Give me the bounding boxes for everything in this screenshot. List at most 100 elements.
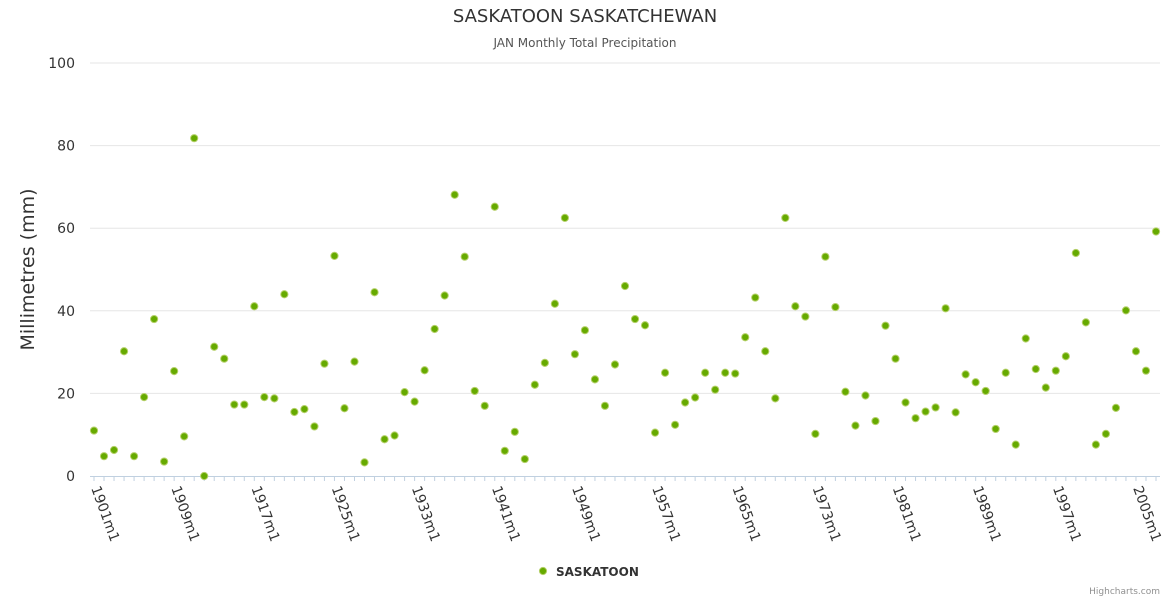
data-point[interactable] <box>570 350 580 359</box>
data-point[interactable] <box>941 304 950 313</box>
data-point[interactable] <box>360 458 369 467</box>
data-point[interactable] <box>380 435 389 444</box>
data-point[interactable] <box>1041 383 1050 392</box>
data-point[interactable] <box>951 408 960 417</box>
data-point[interactable] <box>811 429 820 438</box>
data-point[interactable] <box>560 213 569 222</box>
data-point[interactable] <box>670 420 680 429</box>
data-point[interactable] <box>220 354 229 363</box>
data-point[interactable] <box>300 404 309 414</box>
data-point[interactable] <box>1131 347 1141 356</box>
data-point[interactable] <box>871 416 880 426</box>
data-point[interactable] <box>851 421 860 430</box>
data-point[interactable] <box>370 288 379 297</box>
data-point[interactable] <box>1081 318 1090 327</box>
data-point[interactable] <box>911 414 920 423</box>
data-point[interactable] <box>691 393 700 402</box>
data-point[interactable] <box>200 471 209 481</box>
data-point[interactable] <box>1111 403 1121 412</box>
data-point[interactable] <box>881 321 890 330</box>
data-point[interactable] <box>981 386 990 396</box>
data-point[interactable] <box>971 378 980 387</box>
data-point[interactable] <box>350 357 359 366</box>
data-point[interactable] <box>991 424 1000 434</box>
data-point[interactable] <box>771 394 780 403</box>
data-point[interactable] <box>460 252 469 261</box>
data-point[interactable] <box>530 380 539 389</box>
data-point[interactable] <box>650 428 660 437</box>
data-point[interactable] <box>1001 368 1010 377</box>
data-point[interactable] <box>921 407 930 416</box>
data-point[interactable] <box>620 281 630 291</box>
data-point[interactable] <box>500 446 509 455</box>
data-point[interactable] <box>841 387 850 396</box>
data-point[interactable] <box>721 368 730 377</box>
data-point[interactable] <box>290 407 299 417</box>
data-point[interactable] <box>470 386 479 396</box>
data-point[interactable] <box>99 452 109 461</box>
data-point[interactable] <box>761 347 770 356</box>
data-point[interactable] <box>640 321 650 330</box>
data-point[interactable] <box>931 403 940 412</box>
data-point[interactable] <box>1021 334 1030 343</box>
data-point[interactable] <box>681 398 690 407</box>
data-point[interactable] <box>1091 440 1100 449</box>
data-point[interactable] <box>590 375 600 384</box>
data-point[interactable] <box>1011 440 1020 449</box>
data-point[interactable] <box>210 342 219 351</box>
data-point[interactable] <box>731 369 740 378</box>
data-point[interactable] <box>781 213 790 222</box>
data-point[interactable] <box>600 401 610 410</box>
data-point[interactable] <box>1051 366 1060 375</box>
data-point[interactable] <box>139 393 149 402</box>
data-point[interactable] <box>450 190 459 199</box>
data-point[interactable] <box>160 457 169 466</box>
data-point[interactable] <box>260 393 269 402</box>
data-point[interactable] <box>1061 352 1070 361</box>
data-point[interactable] <box>190 134 199 143</box>
data-point[interactable] <box>320 359 329 368</box>
data-point[interactable] <box>901 398 910 407</box>
data-point[interactable] <box>480 401 489 410</box>
data-point[interactable] <box>520 454 529 464</box>
data-point[interactable] <box>440 291 449 300</box>
data-point[interactable] <box>1101 429 1111 438</box>
data-point[interactable] <box>891 354 900 363</box>
data-point[interactable] <box>240 400 249 409</box>
data-point[interactable] <box>550 299 559 308</box>
data-point[interactable] <box>330 251 339 260</box>
credits-link[interactable]: Highcharts.com <box>1089 587 1160 597</box>
data-point[interactable] <box>170 366 179 376</box>
data-point[interactable] <box>230 400 239 409</box>
data-point[interactable] <box>741 333 750 342</box>
data-point[interactable] <box>129 452 139 461</box>
data-point[interactable] <box>610 360 620 369</box>
legend-marker-icon[interactable] <box>538 566 548 576</box>
legend-label[interactable]: SASKATOON <box>556 565 639 579</box>
data-point[interactable] <box>280 290 289 299</box>
data-point[interactable] <box>490 202 499 211</box>
data-point[interactable] <box>831 302 840 312</box>
data-point[interactable] <box>180 432 189 441</box>
data-point[interactable] <box>861 391 870 400</box>
data-point[interactable] <box>1141 366 1151 375</box>
data-point[interactable] <box>821 252 830 261</box>
data-point[interactable] <box>801 312 810 321</box>
data-point[interactable] <box>270 394 279 403</box>
data-point[interactable] <box>119 347 129 356</box>
data-point[interactable] <box>310 422 319 431</box>
data-point[interactable] <box>340 404 349 413</box>
data-point[interactable] <box>711 385 720 394</box>
data-point[interactable] <box>430 324 439 334</box>
data-point[interactable] <box>701 368 710 377</box>
data-point[interactable] <box>250 302 259 311</box>
data-point[interactable] <box>420 366 429 375</box>
legend[interactable]: SASKATOON <box>538 565 639 579</box>
data-point[interactable] <box>961 370 970 379</box>
data-point[interactable] <box>660 368 670 377</box>
data-point[interactable] <box>630 314 640 324</box>
data-point[interactable] <box>510 427 519 436</box>
data-point[interactable] <box>791 302 800 311</box>
data-point[interactable] <box>400 388 409 397</box>
data-point[interactable] <box>390 431 399 440</box>
